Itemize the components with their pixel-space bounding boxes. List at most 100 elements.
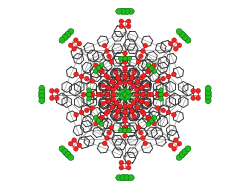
Circle shape bbox=[74, 38, 78, 43]
Circle shape bbox=[122, 88, 128, 93]
Circle shape bbox=[68, 154, 74, 160]
Circle shape bbox=[106, 99, 111, 104]
Circle shape bbox=[119, 165, 124, 170]
Circle shape bbox=[166, 110, 171, 115]
Circle shape bbox=[141, 74, 146, 78]
Circle shape bbox=[166, 74, 171, 79]
Circle shape bbox=[105, 85, 110, 90]
Circle shape bbox=[116, 175, 122, 181]
Circle shape bbox=[174, 138, 178, 143]
Circle shape bbox=[123, 74, 127, 79]
Circle shape bbox=[125, 89, 130, 94]
Circle shape bbox=[148, 117, 152, 122]
Circle shape bbox=[74, 146, 78, 151]
Circle shape bbox=[138, 54, 143, 59]
Circle shape bbox=[93, 69, 98, 73]
Circle shape bbox=[140, 49, 145, 53]
Circle shape bbox=[101, 83, 105, 88]
Circle shape bbox=[174, 46, 178, 51]
Circle shape bbox=[88, 92, 92, 97]
Circle shape bbox=[116, 110, 120, 114]
Circle shape bbox=[105, 49, 110, 53]
Circle shape bbox=[54, 88, 59, 93]
Circle shape bbox=[172, 146, 176, 151]
Circle shape bbox=[149, 92, 154, 97]
Circle shape bbox=[106, 85, 111, 90]
Circle shape bbox=[205, 89, 211, 95]
Ellipse shape bbox=[39, 85, 45, 104]
Circle shape bbox=[126, 160, 131, 165]
Circle shape bbox=[123, 133, 127, 138]
Circle shape bbox=[68, 29, 74, 35]
Circle shape bbox=[182, 149, 188, 155]
Circle shape bbox=[156, 106, 160, 110]
Circle shape bbox=[132, 70, 136, 75]
Circle shape bbox=[148, 67, 152, 72]
Circle shape bbox=[111, 87, 116, 92]
Circle shape bbox=[50, 88, 54, 93]
Ellipse shape bbox=[146, 116, 156, 126]
Circle shape bbox=[98, 67, 102, 72]
Circle shape bbox=[152, 121, 156, 126]
Circle shape bbox=[131, 84, 136, 88]
Circle shape bbox=[119, 19, 124, 24]
Circle shape bbox=[122, 92, 128, 97]
Circle shape bbox=[116, 8, 122, 14]
Circle shape bbox=[135, 80, 140, 84]
Circle shape bbox=[123, 74, 127, 79]
Circle shape bbox=[123, 104, 127, 109]
Circle shape bbox=[106, 109, 110, 114]
Circle shape bbox=[110, 80, 115, 84]
Circle shape bbox=[124, 8, 130, 14]
Circle shape bbox=[156, 79, 160, 83]
Circle shape bbox=[139, 99, 144, 104]
Circle shape bbox=[62, 149, 68, 155]
Circle shape bbox=[116, 75, 120, 79]
Circle shape bbox=[125, 94, 130, 100]
Circle shape bbox=[140, 136, 145, 140]
Circle shape bbox=[122, 92, 128, 97]
Circle shape bbox=[119, 160, 124, 165]
Circle shape bbox=[90, 92, 95, 97]
Circle shape bbox=[139, 85, 144, 90]
Circle shape bbox=[130, 75, 134, 79]
Circle shape bbox=[96, 66, 101, 70]
Circle shape bbox=[158, 92, 163, 97]
Circle shape bbox=[96, 119, 101, 123]
Circle shape bbox=[176, 154, 182, 160]
Circle shape bbox=[96, 92, 101, 97]
Circle shape bbox=[144, 101, 149, 106]
Circle shape bbox=[104, 74, 109, 78]
Circle shape bbox=[39, 94, 45, 100]
Circle shape bbox=[136, 79, 140, 84]
Circle shape bbox=[107, 130, 112, 135]
Circle shape bbox=[140, 75, 144, 80]
Circle shape bbox=[130, 76, 134, 81]
Circle shape bbox=[77, 41, 82, 46]
Circle shape bbox=[128, 8, 134, 14]
Circle shape bbox=[135, 105, 140, 109]
Circle shape bbox=[87, 96, 92, 101]
Circle shape bbox=[68, 43, 73, 48]
Ellipse shape bbox=[94, 63, 104, 73]
Circle shape bbox=[72, 46, 76, 51]
Circle shape bbox=[126, 24, 131, 29]
Circle shape bbox=[100, 69, 104, 74]
Circle shape bbox=[146, 69, 150, 74]
Circle shape bbox=[118, 80, 122, 85]
Ellipse shape bbox=[60, 146, 73, 160]
Circle shape bbox=[127, 56, 132, 61]
Circle shape bbox=[99, 122, 104, 126]
Circle shape bbox=[82, 92, 86, 97]
Circle shape bbox=[111, 92, 116, 97]
Ellipse shape bbox=[118, 92, 132, 97]
Circle shape bbox=[128, 175, 134, 181]
Circle shape bbox=[158, 88, 163, 93]
Circle shape bbox=[172, 112, 176, 117]
Ellipse shape bbox=[116, 175, 134, 181]
Circle shape bbox=[102, 141, 107, 146]
Circle shape bbox=[152, 63, 156, 68]
Circle shape bbox=[123, 57, 127, 62]
Circle shape bbox=[118, 128, 123, 133]
Circle shape bbox=[182, 34, 188, 40]
